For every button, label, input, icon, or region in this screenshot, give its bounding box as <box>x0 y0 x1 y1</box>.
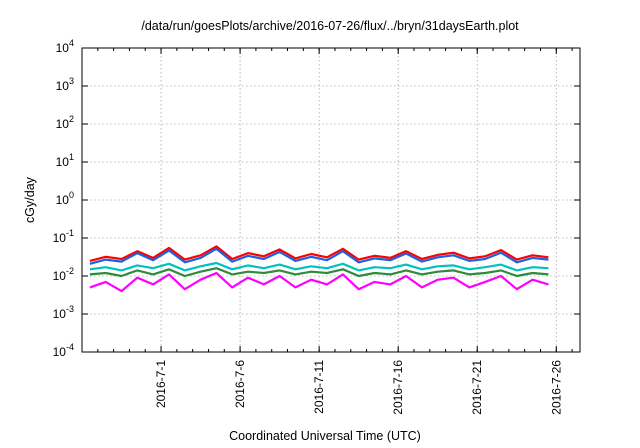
y-tick-label: 10-4 <box>53 342 74 359</box>
y-tick-exponent: -3 <box>66 304 74 314</box>
series-line-0 <box>89 245 549 262</box>
grid-lines <box>82 48 580 352</box>
y-tick-label: 101 <box>56 152 74 169</box>
y-tick-exponent: 1 <box>69 152 74 162</box>
series-line-2 <box>89 261 549 272</box>
y-tick-exponent: 0 <box>69 190 74 200</box>
x-tick-label: 2016-7-21 <box>470 360 484 415</box>
y-tick-exponent: 2 <box>69 114 74 124</box>
y-tick-label: 10-3 <box>53 304 74 321</box>
y-tick-base: 10 <box>56 79 70 93</box>
y-tick-base: 10 <box>53 269 67 283</box>
y-tick-exponent: -1 <box>66 228 74 238</box>
y-tick-base: 10 <box>56 41 70 55</box>
y-tick-base: 10 <box>56 155 70 169</box>
y-tick-base: 10 <box>53 231 67 245</box>
y-tick-label: 10-1 <box>53 228 74 245</box>
y-tick-exponent: 4 <box>69 38 74 48</box>
x-tick-label: 2016-7-11 <box>312 360 326 414</box>
y-tick-label: 100 <box>56 190 74 207</box>
x-tick-label: 2016-7-6 <box>233 360 247 408</box>
y-tick-label: 10-2 <box>53 266 74 283</box>
axis-ticks <box>82 47 580 353</box>
y-tick-exponent: -4 <box>66 342 74 352</box>
y-tick-label: 103 <box>56 76 74 93</box>
y-tick-label: 102 <box>56 114 74 131</box>
series-layer <box>89 245 549 293</box>
y-tick-exponent: 3 <box>69 76 74 86</box>
y-tick-base: 10 <box>56 117 70 131</box>
x-axis-label: Coordinated Universal Time (UTC) <box>229 429 421 443</box>
series-line-4 <box>89 271 549 293</box>
x-tick-label: 2016-7-16 <box>391 360 405 415</box>
y-tick-base: 10 <box>53 345 67 359</box>
series-line-3 <box>89 267 549 278</box>
x-tick-labels: 2016-7-1 2016-7-6 2016-7-11 2016-7-16 2016-7… <box>154 360 563 415</box>
chart-title: /data/run/goesPlots/archive/2016-07-26/f… <box>141 19 519 33</box>
y-tick-base: 10 <box>53 307 67 321</box>
y-tick-label: 104 <box>56 38 74 55</box>
y-tick-exponent: -2 <box>66 266 74 276</box>
y-tick-base: 10 <box>56 193 70 207</box>
x-tick-label: 2016-7-1 <box>154 360 168 408</box>
y-axis-label: cGy/day <box>23 176 37 223</box>
series-line-1 <box>89 247 549 265</box>
x-tick-label: 2016-7-26 <box>549 360 563 415</box>
